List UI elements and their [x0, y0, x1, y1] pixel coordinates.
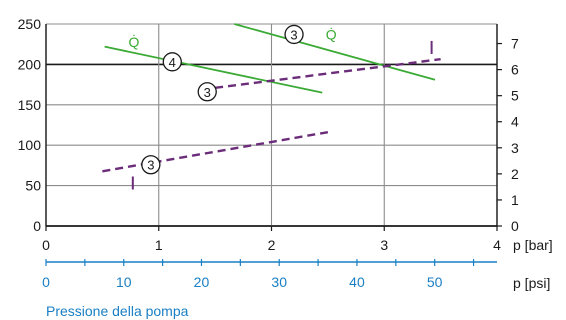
flow-series-line [104, 45, 323, 94]
y-left-tick-label: 0 [33, 218, 41, 234]
x-axis-title: Pressione della pompa [46, 303, 189, 319]
markers-group: 4 3 3 3 Q̇ Q̇ [128, 24, 337, 175]
y-right-tick-label: 7 [511, 36, 519, 52]
y-left-tick-label: 100 [18, 137, 42, 153]
series-group [102, 23, 441, 190]
y-left-tick-label: 150 [18, 97, 42, 113]
grid [45, 23, 498, 227]
x2-unit-label: p [psi] [513, 275, 550, 291]
dashed-series-line [214, 57, 441, 90]
x-tick-label: 3 [380, 237, 388, 253]
curve-marker-number: 3 [204, 85, 211, 100]
y-left-tick-label: 50 [25, 178, 41, 194]
x-unit-label: p [bar] [513, 237, 553, 253]
y-right-tick-label: 5 [511, 88, 519, 104]
curve-marker-number: 3 [147, 158, 154, 173]
curve-marker-circle [284, 24, 304, 45]
psi-tick-label: 30 [271, 274, 287, 290]
y-left-tick-label: 200 [18, 56, 42, 72]
x-tick-label: 2 [268, 237, 276, 253]
y-right-tick-label: 3 [511, 140, 519, 156]
flow-series-line [234, 23, 436, 81]
psi-tick-label: 40 [349, 274, 365, 290]
x-tick-label: 1 [155, 237, 163, 253]
curve-marker-circle [197, 82, 217, 102]
curve-marker-circle [141, 155, 161, 175]
curve-marker-number: 4 [169, 55, 176, 70]
y-right-tick-label: 2 [511, 166, 519, 182]
flow-label: Q̇ [128, 34, 139, 50]
psi-tick-label: 20 [194, 274, 210, 290]
dashed-series-line [102, 130, 329, 173]
y-right-tick-label: 4 [511, 114, 519, 130]
psi-tick-label: 50 [427, 274, 443, 290]
curve-marker-circle [162, 52, 182, 72]
psi-tick-label: 0 [42, 274, 50, 290]
flow-label: Q̇ [326, 26, 337, 42]
psi-tick-label: 10 [116, 274, 132, 290]
y-right-tick-label: 1 [511, 192, 519, 208]
x-tick-label: 4 [493, 237, 501, 253]
y-left-tick-label: 250 [18, 16, 42, 32]
y-right-tick-label: 6 [511, 62, 519, 78]
y-right-tick-label: 0 [511, 218, 519, 234]
curve-marker-number: 3 [290, 27, 297, 42]
x-tick-label: 0 [42, 237, 50, 253]
